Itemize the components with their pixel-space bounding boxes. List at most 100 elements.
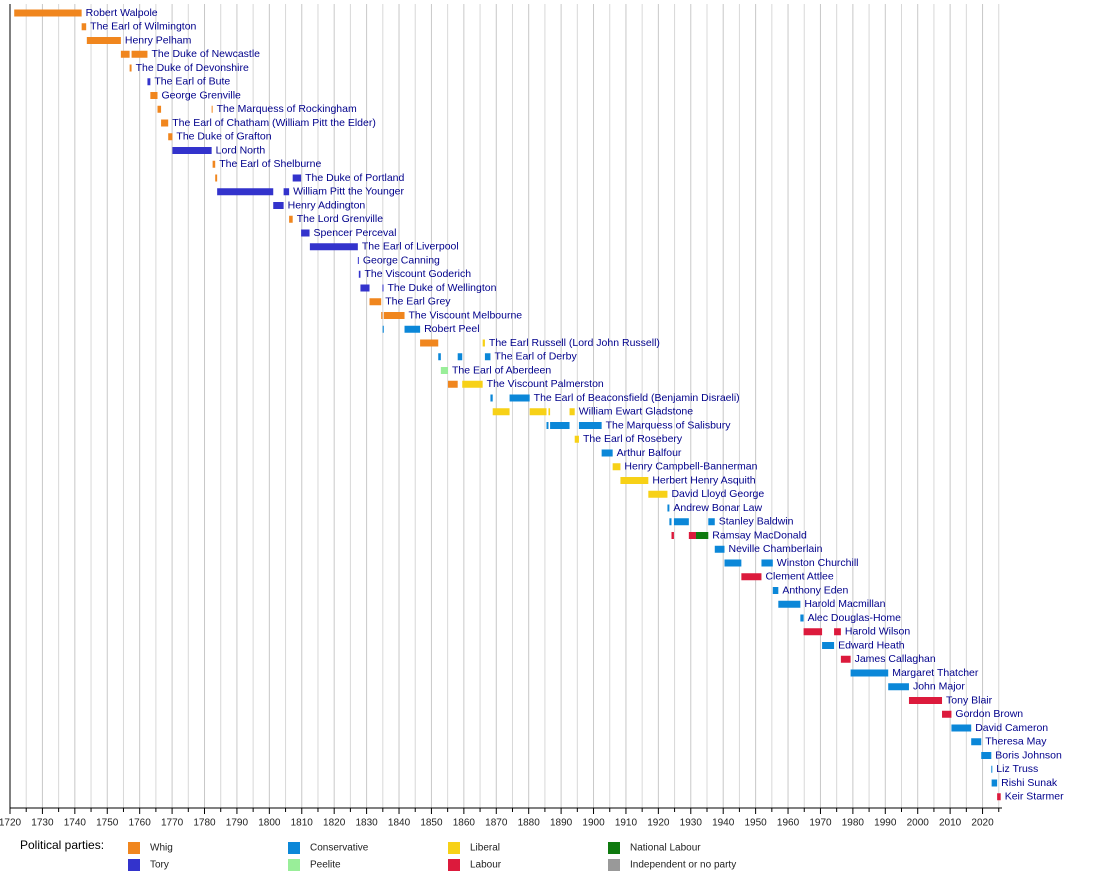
term-bar [273, 202, 284, 209]
x-tick-label: 1730 [31, 818, 54, 829]
x-tick-label: 1860 [453, 818, 476, 829]
term-bar [548, 408, 551, 416]
pm-label: The Duke of Portland [305, 172, 404, 184]
pm-label: The Viscount Melbourne [409, 309, 523, 321]
x-tick-label: 1720 [0, 818, 22, 829]
pm-label: Lord North [216, 144, 266, 156]
x-tick-label: 1990 [874, 818, 897, 829]
x-tick-label: 1880 [518, 818, 541, 829]
x-tick-label: 1920 [647, 818, 670, 829]
x-tick-label: 2000 [907, 818, 930, 829]
term-bar [612, 463, 621, 471]
pm-label: The Earl of Aberdeen [452, 364, 551, 376]
legend-label: Whig [150, 843, 173, 854]
pm-label: Alec Douglas-Home [808, 612, 902, 624]
term-bar [168, 133, 173, 141]
term-bar [850, 669, 889, 677]
term-bar [120, 50, 130, 58]
x-tick-label: 2020 [971, 818, 994, 829]
term-bar [440, 367, 448, 374]
term-bar [714, 545, 725, 553]
pm-label: The Earl of Shelburne [219, 158, 321, 170]
pm-label: Keir Starmer [1005, 791, 1064, 803]
term-bar [172, 147, 212, 154]
x-tick-label: 1820 [323, 818, 346, 829]
pm-label: George Canning [363, 254, 440, 266]
term-bar [942, 710, 952, 718]
term-bar [360, 284, 370, 292]
legend-swatch [128, 842, 140, 854]
legend-title: Political parties: [20, 838, 104, 852]
pm-label: The Duke of Grafton [176, 131, 271, 143]
term-bar [381, 312, 383, 319]
term-bar [778, 600, 801, 608]
legend-swatch [608, 842, 620, 854]
x-tick-label: 1910 [615, 818, 638, 829]
term-bar [673, 518, 689, 526]
legend-label: Conservative [310, 843, 369, 854]
term-bar [888, 683, 909, 691]
term-bar [669, 518, 672, 526]
term-bar [309, 243, 358, 251]
pm-label: Theresa May [985, 736, 1047, 748]
pm-label: Stanley Baldwin [719, 516, 794, 528]
pm-label: Herbert Henry Asquith [652, 474, 755, 486]
term-bar [292, 174, 302, 182]
pm-label: Ramsay MacDonald [712, 529, 807, 541]
term-bar [81, 23, 87, 31]
x-tick-label: 1850 [420, 818, 443, 829]
pm-label: Arthur Balfour [617, 447, 682, 459]
legend-label: Labour [470, 860, 502, 871]
term-bar [14, 9, 82, 17]
term-bar [131, 50, 148, 58]
x-tick-label: 1970 [809, 818, 832, 829]
pm-label: The Viscount Goderich [364, 268, 471, 280]
pm-label: Harold Wilson [845, 626, 911, 638]
pm-label: Liz Truss [996, 763, 1038, 775]
term-bar [150, 92, 158, 99]
x-tick-label: 2010 [939, 818, 962, 829]
term-bar [569, 408, 575, 416]
pm-label: Robert Walpole [86, 7, 158, 19]
term-bar [369, 298, 382, 306]
term-bar [724, 559, 742, 567]
pm-label: The Duke of Wellington [387, 282, 496, 294]
term-bar [211, 105, 213, 113]
pm-label: The Earl Russell (Lord John Russell) [489, 337, 660, 349]
pm-label: The Lord Grenville [297, 213, 384, 225]
pm-label: The Duke of Newcastle [151, 48, 260, 60]
term-bar [357, 257, 359, 264]
pm-label: The Earl Grey [385, 296, 451, 308]
pm-label: Henry Campbell-Bannerman [624, 461, 757, 473]
legend-swatch [608, 859, 620, 871]
term-bar [509, 394, 530, 402]
term-bar [991, 779, 998, 787]
pm-label: Anthony Eden [782, 584, 848, 596]
term-bar [283, 188, 290, 196]
term-bar [695, 532, 709, 539]
pm-label: John Major [913, 681, 965, 693]
term-bar [550, 422, 570, 429]
term-bar [546, 422, 549, 429]
pm-label: Margaret Thatcher [892, 667, 979, 679]
legend-label: Tory [150, 860, 169, 871]
pm-label: The Earl of Bute [154, 76, 230, 88]
pm-label: William Pitt the Younger [293, 186, 404, 198]
term-bar [438, 353, 441, 361]
x-tick-label: 1940 [712, 818, 735, 829]
term-bar [147, 78, 151, 86]
x-tick-label: 1930 [680, 818, 703, 829]
legend-label: Liberal [470, 843, 500, 854]
pm-label: Gordon Brown [955, 708, 1023, 720]
term-bar [212, 160, 216, 168]
term-bar [382, 284, 384, 292]
term-bar [648, 490, 668, 498]
term-bar [217, 188, 274, 196]
pm-label: Henry Addington [288, 199, 366, 211]
term-bar [671, 532, 674, 539]
pm-label: Neville Chamberlain [728, 543, 822, 555]
x-tick-label: 1960 [777, 818, 800, 829]
legend-label: National Labour [630, 843, 701, 854]
pm-label: Winston Churchill [777, 557, 859, 569]
term-bar [574, 435, 579, 443]
